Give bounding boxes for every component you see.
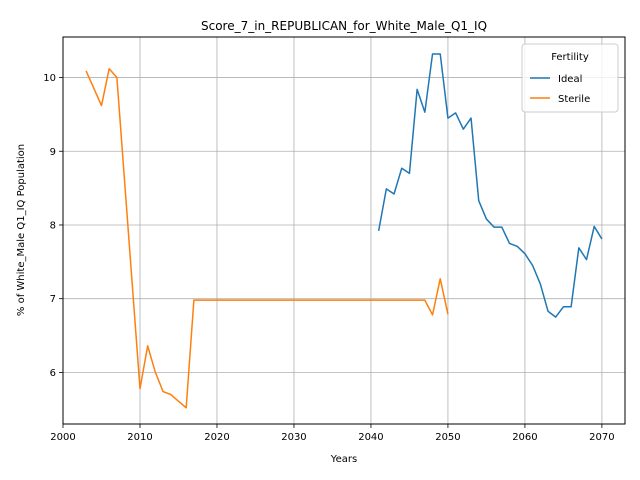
y-tick-label: 8 [50,220,56,231]
axis-ticks: 2000 2010 2020 2030 2040 2050 2060 2070 6 7 8 9 10 [43,73,614,443]
plot-frame [62,36,626,425]
legend-title: Fertility [551,52,589,63]
x-tick-label: 2070 [589,432,614,443]
x-axis-label: Years [330,454,357,465]
y-tick-label: 6 [50,368,56,379]
x-tick-label: 2030 [281,432,306,443]
x-tick-label: 2050 [435,432,460,443]
y-tick-label: 7 [50,294,56,305]
x-tick-label: 2060 [512,432,537,443]
legend-label-sterile: Sterile [558,94,590,105]
legend-box [521,43,619,113]
x-tick-label: 2000 [50,432,75,443]
y-tick-label: 9 [50,147,56,158]
series-line-ideal [377,53,603,318]
series-lines [85,53,603,409]
series-line-sterile [85,67,449,409]
y-tick-label: 10 [43,73,56,84]
chart-title: Score_7_in_REPUBLICAN_for_White_Male_Q1_… [201,19,487,33]
x-tick-label: 2040 [358,432,383,443]
legend: Fertility Ideal Sterile [521,43,619,113]
x-tick-label: 2010 [127,432,152,443]
x-tick-label: 2020 [204,432,229,443]
y-axis-label: % of White_Male Q1_IQ Population [16,144,27,316]
legend-label-ideal: Ideal [558,74,582,85]
